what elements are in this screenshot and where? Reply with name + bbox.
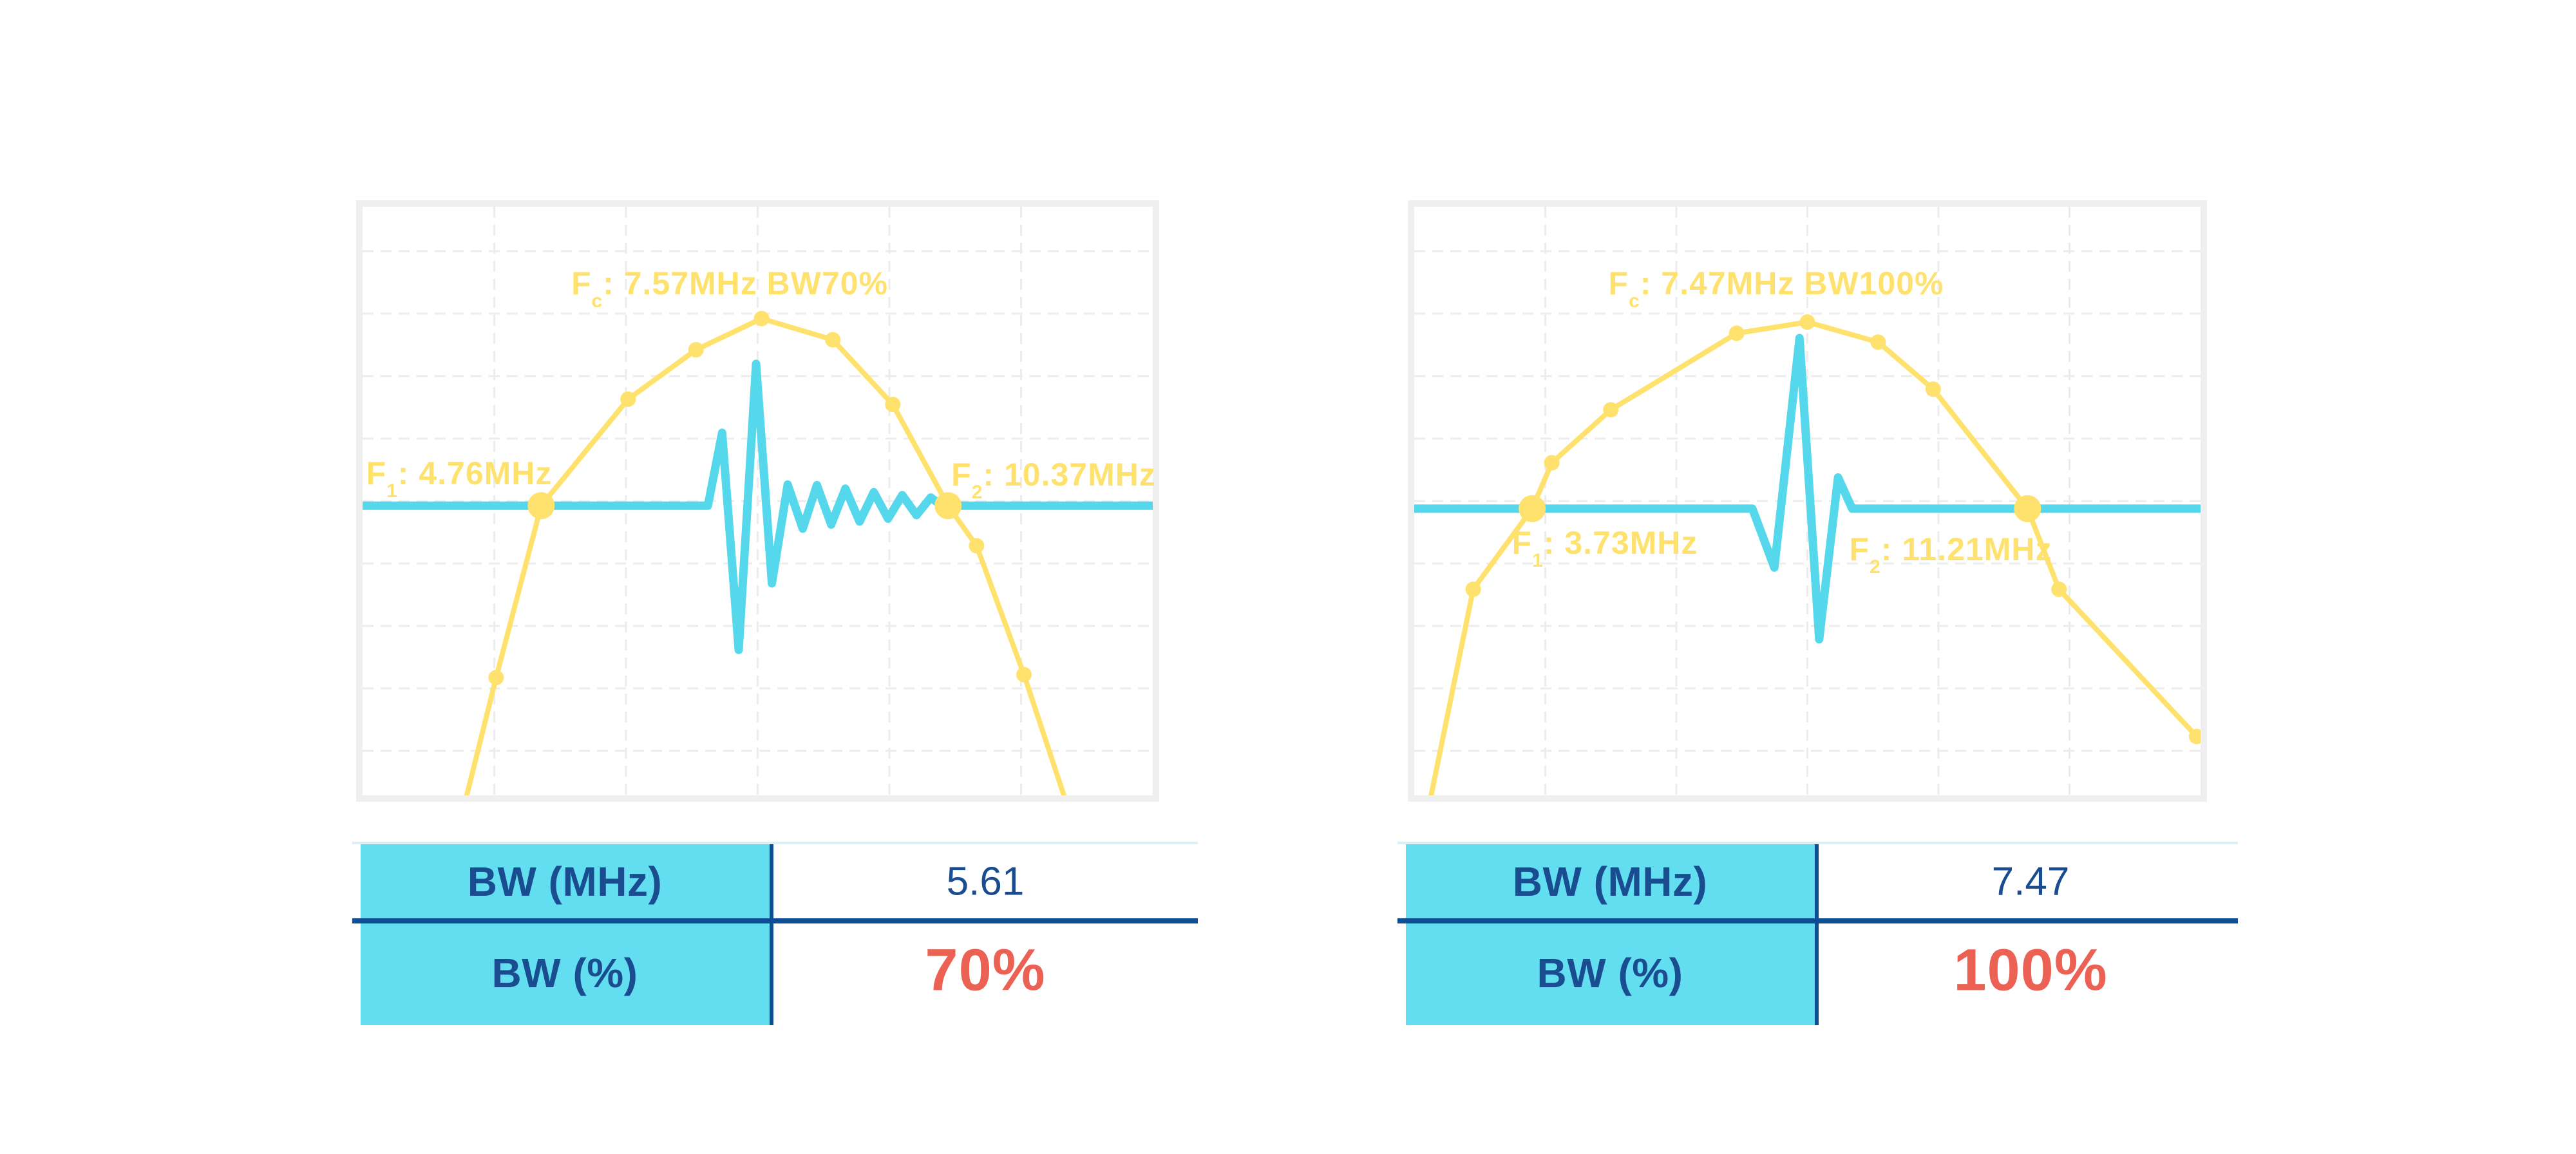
f1-annotation: F1: 3.73MHz (1511, 524, 1698, 571)
f1-subscript: 1 (386, 480, 398, 502)
f1-subscript: 1 (1532, 550, 1544, 571)
fc-text: : 7.57MHz BW70% (603, 265, 889, 301)
spectrum-point-marker (1544, 455, 1560, 471)
table-vertical-divider (1815, 844, 1819, 1025)
bandwidth-edge-marker (527, 492, 555, 520)
fc-subscript: c (1629, 290, 1640, 312)
f1-text: : 3.73MHz (1543, 525, 1698, 561)
bw-pct-value: 70% (925, 937, 1046, 1003)
bandwidth-table-70pct: BW (MHz) 5.61 BW (%) 70% (352, 842, 1198, 1025)
spectrum-point-marker (488, 670, 504, 686)
spectrum-markers (1465, 314, 2201, 744)
f2-annotation: F2: 10.37MHz (951, 456, 1156, 502)
spectrum-point-marker (1870, 334, 1886, 350)
table-top-border (1397, 842, 2238, 844)
spectrum-markers (488, 310, 1032, 686)
bw-pct-label: BW (%) (491, 950, 638, 996)
spectrum-point-marker (825, 332, 841, 348)
pulse-waveform (1414, 334, 2201, 644)
spectrum-point-marker (688, 342, 704, 358)
bw-mhz-value: 5.61 (946, 859, 1025, 904)
bandwidth-edge-marker (1519, 495, 1546, 522)
f2-symbol: F (1849, 531, 1870, 567)
spectrum-point-marker (620, 391, 636, 407)
center-frequency-annotation: Fc: 7.47MHz BW100% (1608, 265, 1944, 311)
bw-mhz-label: BW (MHz) (1512, 858, 1708, 905)
bw-mhz-label: BW (MHz) (467, 858, 663, 905)
spectrum-point-marker (885, 397, 901, 413)
table-label-column (1406, 844, 1815, 1025)
chart-canvas-70pct (363, 207, 1153, 795)
bw-pct-label: BW (%) (1537, 950, 1683, 996)
f1-annotation: F1: 4.76MHz (366, 455, 553, 501)
fc-text: : 7.47MHz BW100% (1640, 265, 1944, 301)
table-top-border (352, 842, 1198, 844)
f2-text: : 10.37MHz (983, 457, 1156, 493)
f1-symbol: F (1511, 525, 1533, 561)
f2-symbol: F (951, 457, 972, 493)
chart-panel-70pct: Fc: 7.57MHz BW70% F1: 4.76MHz F2: 10.37M… (356, 200, 1159, 802)
chart-panel-100pct: Fc: 7.47MHz BW100% F1: 3.73MHz F2: 11.21… (1408, 200, 2207, 802)
bw-mhz-value: 7.47 (1991, 859, 2070, 904)
spectrum-point-marker (753, 310, 770, 326)
f2-subscript: 2 (971, 482, 983, 503)
gridlines (1414, 207, 2201, 795)
spectrum-point-marker (2051, 582, 2067, 598)
f2-subscript: 2 (1870, 556, 1881, 578)
f1-symbol: F (366, 455, 387, 491)
f1-text: : 4.76MHz (397, 455, 553, 491)
fc-subscript: c (591, 290, 603, 312)
spectrum-point-marker (1603, 402, 1619, 418)
spectrum-point-marker (1799, 314, 1815, 330)
bw-pct-value: 100% (1953, 937, 2108, 1003)
pulse-waveform (363, 359, 1153, 654)
spectrum-curve (1428, 319, 2199, 795)
table-vertical-divider (770, 844, 773, 1025)
spectrum-point-marker (1465, 582, 1481, 598)
center-frequency-annotation: Fc: 7.57MHz BW70% (571, 265, 889, 311)
spectrum-curve (464, 316, 1067, 795)
spectrum-point-marker (1728, 325, 1745, 341)
spectrum-point-marker (1925, 381, 1941, 397)
table-label-column (361, 844, 770, 1025)
f2-text: : 11.21MHz (1880, 531, 2052, 567)
spectrum-point-marker (1016, 667, 1032, 683)
table-row-divider (1397, 918, 2238, 923)
table-row-divider (352, 918, 1198, 923)
chart-canvas-100pct (1414, 207, 2201, 795)
bandwidth-table-100pct: BW (MHz) 7.47 BW (%) 100% (1397, 842, 2238, 1025)
bandwidth-edge-marker (2014, 495, 2041, 522)
fc-symbol: F (571, 265, 592, 301)
fc-symbol: F (1608, 265, 1629, 301)
spectrum-point-marker (2188, 728, 2201, 744)
f2-annotation: F2: 11.21MHz (1849, 531, 2052, 577)
bandwidth-edge-marker (934, 492, 962, 520)
spectrum-point-marker (969, 538, 985, 554)
